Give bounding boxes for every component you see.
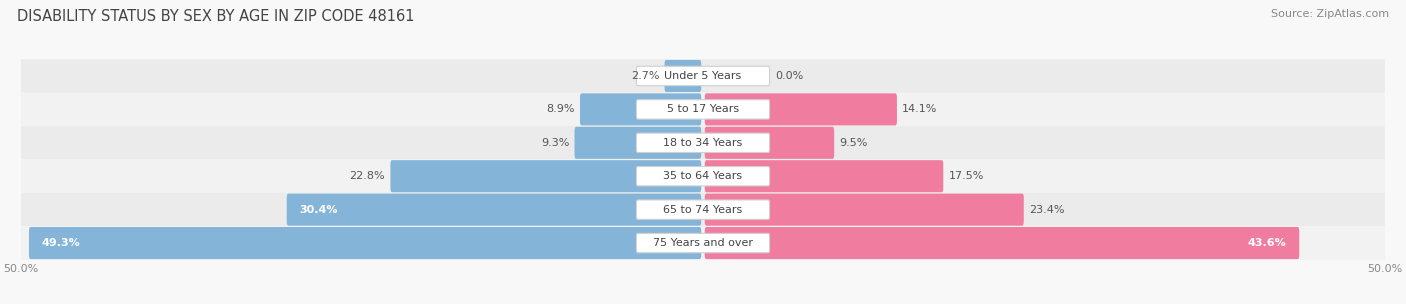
Text: 2.7%: 2.7% xyxy=(631,71,659,81)
FancyBboxPatch shape xyxy=(704,160,943,192)
FancyBboxPatch shape xyxy=(30,227,702,259)
FancyBboxPatch shape xyxy=(704,93,897,126)
FancyBboxPatch shape xyxy=(637,200,769,219)
Text: 9.5%: 9.5% xyxy=(839,138,868,148)
Text: 30.4%: 30.4% xyxy=(299,205,337,215)
Text: 35 to 64 Years: 35 to 64 Years xyxy=(664,171,742,181)
Text: 65 to 74 Years: 65 to 74 Years xyxy=(664,205,742,215)
FancyBboxPatch shape xyxy=(575,127,702,159)
Text: DISABILITY STATUS BY SEX BY AGE IN ZIP CODE 48161: DISABILITY STATUS BY SEX BY AGE IN ZIP C… xyxy=(17,9,415,24)
Text: 75 Years and over: 75 Years and over xyxy=(652,238,754,248)
FancyBboxPatch shape xyxy=(637,233,769,253)
FancyBboxPatch shape xyxy=(704,194,1024,226)
FancyBboxPatch shape xyxy=(637,133,769,153)
Text: 9.3%: 9.3% xyxy=(541,138,569,148)
Text: 18 to 34 Years: 18 to 34 Years xyxy=(664,138,742,148)
FancyBboxPatch shape xyxy=(21,193,1385,226)
FancyBboxPatch shape xyxy=(21,93,1385,126)
FancyBboxPatch shape xyxy=(704,127,834,159)
FancyBboxPatch shape xyxy=(704,227,1299,259)
Text: 8.9%: 8.9% xyxy=(547,104,575,114)
FancyBboxPatch shape xyxy=(665,60,702,92)
Text: Under 5 Years: Under 5 Years xyxy=(665,71,741,81)
Text: 43.6%: 43.6% xyxy=(1249,238,1286,248)
FancyBboxPatch shape xyxy=(21,226,1385,260)
Text: 23.4%: 23.4% xyxy=(1029,205,1064,215)
FancyBboxPatch shape xyxy=(287,194,702,226)
FancyBboxPatch shape xyxy=(391,160,702,192)
Text: 17.5%: 17.5% xyxy=(949,171,984,181)
Text: 5 to 17 Years: 5 to 17 Years xyxy=(666,104,740,114)
FancyBboxPatch shape xyxy=(637,100,769,119)
FancyBboxPatch shape xyxy=(581,93,702,126)
FancyBboxPatch shape xyxy=(21,126,1385,160)
FancyBboxPatch shape xyxy=(637,66,769,86)
Text: Source: ZipAtlas.com: Source: ZipAtlas.com xyxy=(1271,9,1389,19)
Text: 49.3%: 49.3% xyxy=(42,238,80,248)
Text: 22.8%: 22.8% xyxy=(350,171,385,181)
Text: 0.0%: 0.0% xyxy=(775,71,804,81)
Text: 14.1%: 14.1% xyxy=(903,104,938,114)
FancyBboxPatch shape xyxy=(637,167,769,186)
FancyBboxPatch shape xyxy=(21,160,1385,193)
FancyBboxPatch shape xyxy=(21,59,1385,93)
